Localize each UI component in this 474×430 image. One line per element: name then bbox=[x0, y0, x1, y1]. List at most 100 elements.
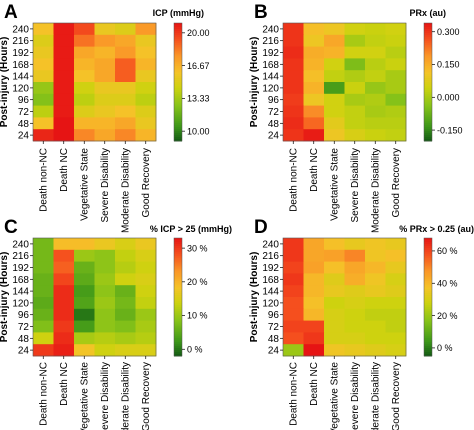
heatmap-cell bbox=[344, 58, 366, 71]
heatmap-cell bbox=[385, 46, 407, 59]
heatmap-cell bbox=[33, 308, 54, 321]
colorbar-segment bbox=[174, 24, 182, 28]
colorbar-segment bbox=[424, 127, 432, 130]
colorbar-segment bbox=[174, 119, 182, 122]
heatmap-cell bbox=[385, 332, 407, 345]
colorbar-segment bbox=[424, 354, 432, 357]
heatmap-cell bbox=[94, 308, 116, 321]
colorbar-segment bbox=[174, 129, 182, 132]
y-tick-label: 144 bbox=[262, 72, 279, 83]
colorbar-tick-label: 0.150 bbox=[437, 60, 460, 70]
y-tick-label: 192 bbox=[12, 263, 29, 274]
colorbar-segment bbox=[174, 287, 182, 290]
heatmap-cell bbox=[283, 129, 304, 142]
colorbar-segment bbox=[174, 261, 182, 265]
colorbar-tick-label: 40 % bbox=[437, 278, 458, 288]
colorbar-segment bbox=[424, 64, 432, 67]
y-tick-label: 216 bbox=[262, 251, 279, 262]
colorbar-segment bbox=[424, 129, 432, 132]
colorbar-segment bbox=[424, 137, 432, 140]
panel-letter: D bbox=[254, 217, 268, 238]
y-tick-label: 120 bbox=[262, 298, 279, 309]
heatmap-cell bbox=[324, 93, 345, 106]
colorbar-segment bbox=[174, 28, 182, 32]
heatmap-cell bbox=[94, 332, 116, 345]
heatmap-cell bbox=[344, 93, 366, 106]
y-tick-label: 48 bbox=[268, 119, 280, 130]
colorbar-segment bbox=[174, 326, 182, 329]
heatmap-cell bbox=[303, 320, 325, 333]
colorbar-tick-label: 0.300 bbox=[437, 27, 460, 37]
colorbar-segment bbox=[174, 277, 182, 280]
heatmap-cell bbox=[283, 23, 304, 36]
heatmap-cell bbox=[385, 70, 407, 83]
colorbar-segment bbox=[424, 322, 432, 326]
colorbar-segment bbox=[424, 99, 432, 103]
heatmap-cell bbox=[115, 34, 136, 47]
y-tick-label: 120 bbox=[12, 298, 29, 309]
colorbar-segment bbox=[424, 330, 432, 333]
x-tick-label: Severe Disability bbox=[100, 362, 111, 430]
heatmap-cell bbox=[135, 82, 157, 95]
heatmap-cell bbox=[33, 344, 54, 357]
colorbar-segment bbox=[174, 68, 182, 71]
colorbar-segment bbox=[424, 95, 432, 99]
colorbar-segment bbox=[174, 285, 182, 288]
colorbar-segment bbox=[174, 139, 182, 142]
colorbar-segment bbox=[174, 97, 182, 101]
x-tick-label: Severe Disability bbox=[350, 362, 361, 430]
heatmap-cell bbox=[344, 332, 366, 345]
colorbar-segment bbox=[424, 257, 432, 261]
heatmap-cell bbox=[385, 344, 407, 357]
colorbar-segment bbox=[424, 320, 432, 324]
colorbar-frame bbox=[173, 237, 183, 357]
colorbar-segment bbox=[174, 289, 182, 292]
plot-frame bbox=[282, 237, 407, 357]
y-tick-label: 24 bbox=[268, 131, 280, 142]
x-tick-label: Vegetative State bbox=[79, 148, 90, 221]
colorbar-frame bbox=[173, 22, 183, 142]
colorbar-segment bbox=[174, 109, 182, 112]
heatmap-cell bbox=[385, 308, 407, 321]
y-tick-label: 168 bbox=[262, 275, 279, 286]
colorbar-segment bbox=[424, 107, 432, 111]
heatmap-cell bbox=[94, 297, 116, 310]
heatmap-cell bbox=[324, 238, 345, 251]
colorbar-segment bbox=[424, 277, 432, 280]
colorbar-segment bbox=[174, 58, 182, 61]
y-axis-label: Post-injury (Hours) bbox=[249, 37, 260, 128]
heatmap-cell bbox=[365, 344, 386, 357]
heatmap-cell bbox=[115, 273, 136, 286]
heatmap-cell bbox=[303, 238, 325, 251]
colorbar-segment bbox=[424, 89, 432, 93]
colorbar-segment bbox=[174, 293, 182, 296]
heatmap-cell bbox=[94, 82, 116, 95]
plot-frame bbox=[282, 22, 407, 142]
heatmap-cell bbox=[303, 34, 325, 47]
colorbar-segment bbox=[174, 245, 182, 249]
heatmap-cell bbox=[365, 58, 386, 71]
heatmap-cell bbox=[344, 82, 366, 95]
colorbar-segment bbox=[174, 74, 182, 77]
colorbar-segment bbox=[424, 109, 432, 112]
heatmap-cell bbox=[115, 308, 136, 321]
heatmap-cell bbox=[94, 261, 116, 274]
heatmap-cell bbox=[135, 70, 157, 83]
heatmap-cell bbox=[74, 105, 95, 118]
heatmap-cell bbox=[303, 344, 325, 357]
heatmap-cell bbox=[53, 82, 75, 95]
y-tick-label: 192 bbox=[12, 48, 29, 59]
heatmap-cell bbox=[283, 46, 304, 59]
heatmap-cell bbox=[324, 117, 345, 130]
y-tick-label: 48 bbox=[18, 119, 30, 130]
heatmap-cell bbox=[324, 332, 345, 345]
colorbar-segment bbox=[174, 336, 182, 339]
colorbar-segment bbox=[424, 304, 432, 308]
heatmap-cell bbox=[135, 308, 157, 321]
heatmap-cell bbox=[94, 70, 116, 83]
colorbar-segment bbox=[174, 306, 182, 310]
y-tick-label: 24 bbox=[18, 346, 30, 357]
colorbar-segment bbox=[174, 123, 182, 126]
